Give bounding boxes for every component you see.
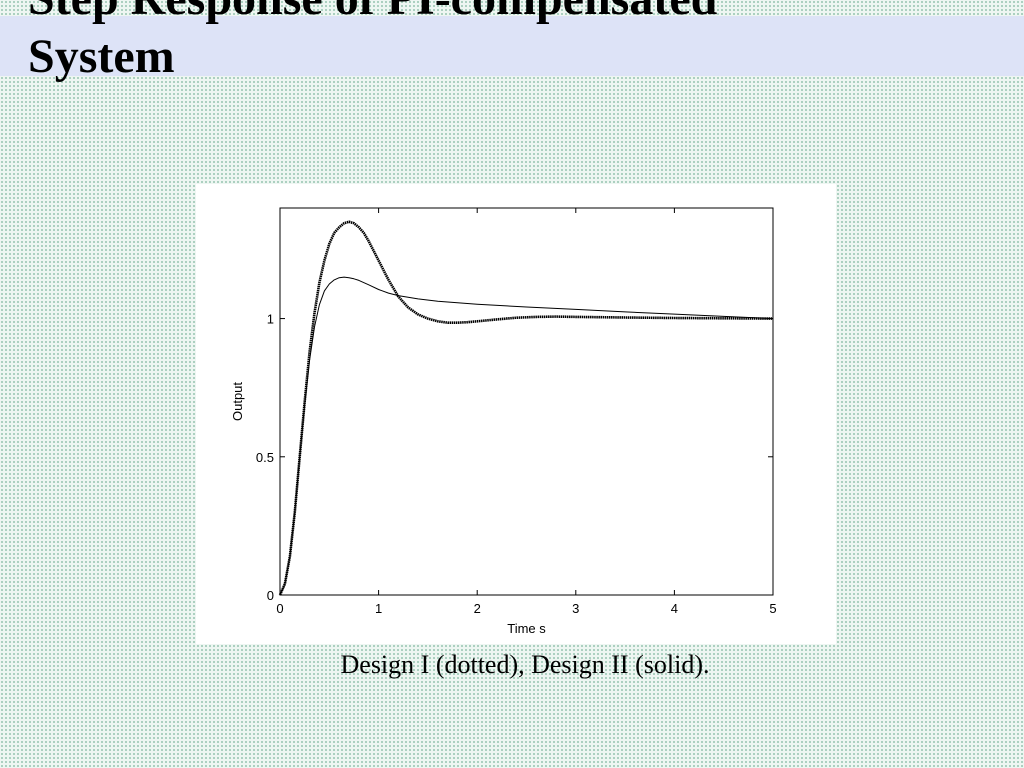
x-tick-label: 0 <box>276 601 283 616</box>
plot-frame <box>279 207 774 596</box>
slide-title: Step Response of PI-compensated System <box>28 0 717 83</box>
figure-panel: 0 1 2 3 4 5 0 0.5 1 Time s Output <box>196 184 836 644</box>
y-tick-label: 1 <box>267 312 274 327</box>
x-tick-label: 5 <box>769 601 776 616</box>
x-axis-label: Time s <box>507 621 546 636</box>
step-response-chart: 0 1 2 3 4 5 0 0.5 1 Time s Output <box>230 207 777 636</box>
series-line-dotted <box>278 220 774 596</box>
x-tick-label: 2 <box>474 601 481 616</box>
x-tick-label: 1 <box>375 601 382 616</box>
y-tick-label: 0 <box>267 588 274 603</box>
title-band <box>0 16 1024 76</box>
y-tick-label: 0.5 <box>256 450 274 465</box>
x-tick-label: 4 <box>671 601 678 616</box>
y-axis-label: Output <box>230 382 245 421</box>
series-line-solid <box>279 276 774 596</box>
x-tick-label: 3 <box>572 601 579 616</box>
figure-caption: Design I (dotted), Design II (solid). <box>340 650 710 679</box>
